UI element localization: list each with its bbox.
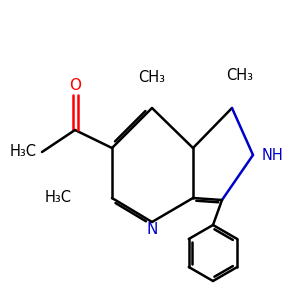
Text: H₃C: H₃C [45,190,72,206]
Text: N: N [146,223,158,238]
Text: CH₃: CH₃ [226,68,254,82]
Text: H₃C: H₃C [10,145,37,160]
Text: O: O [69,79,81,94]
Text: CH₃: CH₃ [139,70,166,86]
Text: NH: NH [262,148,284,163]
